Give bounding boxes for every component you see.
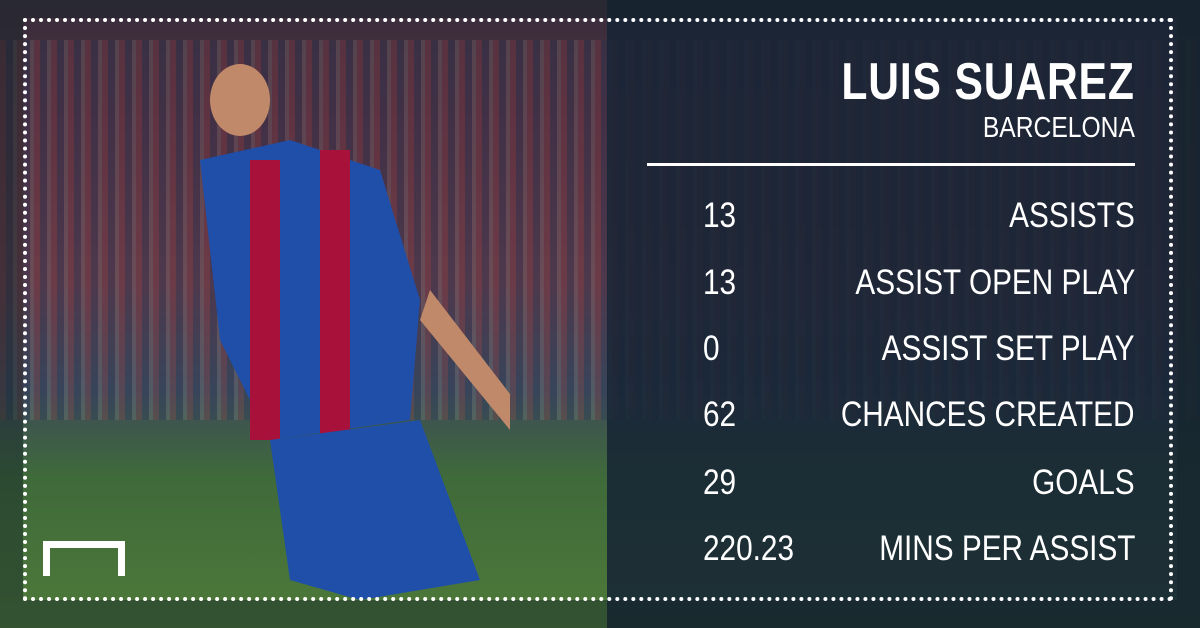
player-photo: [200, 64, 510, 600]
stat-label: GOALS: [1032, 463, 1135, 502]
stat-label: ASSIST SET PLAY: [882, 329, 1135, 368]
stat-value: 62: [703, 395, 737, 434]
stat-label: CHANCES CREATED: [841, 395, 1135, 434]
stat-value: 29: [703, 463, 737, 502]
stat-row: 0 ASSIST SET PLAY: [703, 329, 1135, 369]
stat-value: 220.23: [703, 529, 795, 568]
divider: [647, 163, 1135, 166]
club-name: BARCELONA: [982, 112, 1135, 144]
dotted-frame: [23, 18, 1173, 601]
stat-value: 0: [703, 329, 720, 368]
stat-value: 13: [703, 263, 737, 302]
stat-row: 220.23 MINS PER ASSIST: [703, 529, 1135, 569]
stat-value: 13: [703, 196, 737, 235]
stat-row: 62 CHANCES CREATED: [703, 395, 1135, 435]
goal-logo-icon: [43, 541, 125, 576]
stat-row: 13 ASSISTS: [703, 196, 1135, 236]
stat-label: MINS PER ASSIST: [878, 529, 1135, 568]
stat-label: ASSISTS: [1009, 196, 1135, 235]
stat-label: ASSIST OPEN PLAY: [855, 263, 1135, 302]
stats-panel-overlay: [607, 0, 1200, 628]
stat-row: 29 GOALS: [703, 463, 1135, 503]
stat-row: 13 ASSIST OPEN PLAY: [703, 263, 1135, 303]
player-name: LUIS SUAREZ: [841, 53, 1135, 111]
